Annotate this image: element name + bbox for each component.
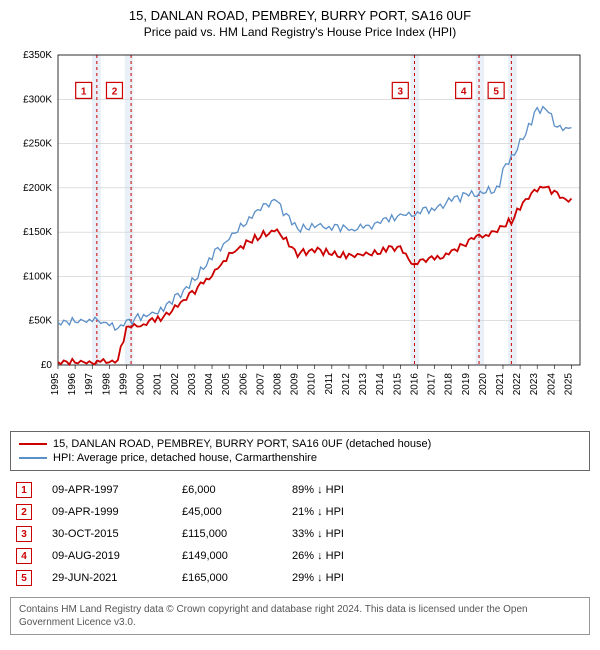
chart-subtitle: Price paid vs. HM Land Registry's House … [10,25,590,39]
event-diff: 33% ↓ HPI [292,528,382,540]
event-price: £6,000 [182,484,272,496]
event-row: 3 30-OCT-2015 £115,000 33% ↓ HPI [10,523,590,545]
svg-text:2012: 2012 [341,373,352,396]
event-price: £115,000 [182,528,272,540]
svg-text:2002: 2002 [170,373,181,396]
events-table: 1 09-APR-1997 £6,000 89% ↓ HPI 2 09-APR-1999 £… [10,479,590,589]
svg-text:2014: 2014 [375,373,386,396]
event-date: 30-OCT-2015 [52,528,162,540]
svg-text:1997: 1997 [84,373,95,396]
legend-item: 15, DANLAN ROAD, PEMBREY, BURRY PORT, SA… [19,437,581,451]
svg-text:2016: 2016 [409,373,420,396]
event-diff: 29% ↓ HPI [292,572,382,584]
svg-text:2023: 2023 [529,373,540,396]
svg-text:£150K: £150K [23,227,52,238]
svg-text:3: 3 [398,86,404,97]
event-diff: 89% ↓ HPI [292,484,382,496]
event-row: 1 09-APR-1997 £6,000 89% ↓ HPI [10,479,590,501]
svg-text:2024: 2024 [546,373,557,396]
event-row: 2 09-APR-1999 £45,000 21% ↓ HPI [10,501,590,523]
svg-text:2000: 2000 [136,373,147,396]
svg-text:2004: 2004 [204,373,215,396]
event-diff: 26% ↓ HPI [292,550,382,562]
svg-text:2006: 2006 [238,373,249,396]
chart-area: £0 £50K £100K £150K £200K £250K £300K £350K 1995… [10,45,590,425]
legend: 15, DANLAN ROAD, PEMBREY, BURRY PORT, SA… [10,431,590,471]
svg-text:2013: 2013 [358,373,369,396]
svg-text:£0: £0 [41,360,53,371]
svg-text:2010: 2010 [307,373,318,396]
chart-title: 15, DANLAN ROAD, PEMBREY, BURRY PORT, SA… [10,8,590,23]
svg-text:£250K: £250K [23,139,52,150]
svg-text:4: 4 [461,86,467,97]
legend-swatch [19,443,47,445]
svg-text:2008: 2008 [272,373,283,396]
svg-text:1996: 1996 [67,373,78,396]
svg-text:2011: 2011 [324,373,335,395]
svg-text:2: 2 [112,86,118,97]
svg-text:2019: 2019 [461,373,472,396]
svg-text:2017: 2017 [427,373,438,396]
svg-text:2015: 2015 [392,373,403,396]
event-diff: 21% ↓ HPI [292,506,382,518]
svg-text:£50K: £50K [29,316,53,327]
svg-text:1: 1 [81,86,87,97]
svg-text:5: 5 [493,86,499,97]
event-row: 5 29-JUN-2021 £165,000 29% ↓ HPI [10,567,590,589]
svg-text:2020: 2020 [478,373,489,396]
svg-text:1999: 1999 [118,373,129,396]
legend-swatch [19,457,47,459]
legend-label: HPI: Average price, detached house, Carm… [53,452,317,464]
svg-text:2025: 2025 [563,373,574,396]
svg-text:1995: 1995 [50,373,61,396]
event-marker: 5 [16,570,32,586]
svg-text:£100K: £100K [23,271,52,282]
event-date: 09-APR-1997 [52,484,162,496]
svg-text:£200K: £200K [23,183,52,194]
svg-text:£300K: £300K [23,94,52,105]
event-price: £165,000 [182,572,272,584]
footer-note: Contains HM Land Registry data © Crown c… [10,597,590,635]
svg-text:2007: 2007 [255,373,266,396]
legend-label: 15, DANLAN ROAD, PEMBREY, BURRY PORT, SA… [53,438,431,450]
svg-text:2018: 2018 [444,373,455,396]
legend-item: HPI: Average price, detached house, Carm… [19,451,581,465]
event-price: £45,000 [182,506,272,518]
svg-text:2003: 2003 [187,373,198,396]
event-marker: 4 [16,548,32,564]
svg-text:£350K: £350K [23,50,52,61]
event-marker: 3 [16,526,32,542]
event-price: £149,000 [182,550,272,562]
event-marker: 2 [16,504,32,520]
svg-text:2005: 2005 [221,373,232,396]
svg-text:1998: 1998 [101,373,112,396]
event-date: 29-JUN-2021 [52,572,162,584]
svg-text:2001: 2001 [153,373,164,396]
svg-text:2021: 2021 [495,373,506,396]
event-marker: 1 [16,482,32,498]
svg-text:2022: 2022 [512,373,523,396]
event-date: 09-APR-1999 [52,506,162,518]
event-row: 4 09-AUG-2019 £149,000 26% ↓ HPI [10,545,590,567]
svg-text:2009: 2009 [290,373,301,396]
event-date: 09-AUG-2019 [52,550,162,562]
